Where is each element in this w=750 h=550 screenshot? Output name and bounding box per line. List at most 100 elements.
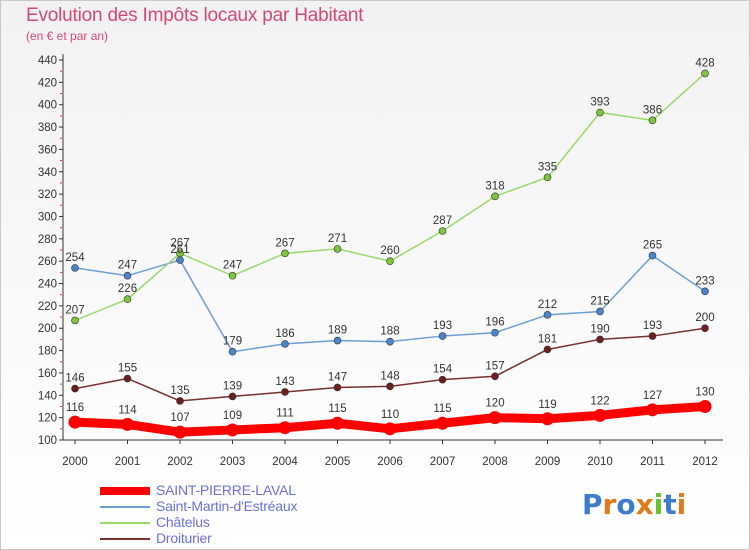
data-point [71,264,79,272]
x-tick-label: 2012 [692,456,718,468]
data-point [123,295,132,303]
data-point [333,245,342,253]
data-point [121,417,134,431]
data-label: 196 [485,317,504,329]
y-tick-label: 260 [38,256,57,268]
data-label: 157 [485,360,504,372]
data-label: 189 [328,325,347,337]
data-label: 247 [223,260,242,272]
logo-letter: i [676,488,687,521]
x-tick-label: 2002 [167,456,193,468]
data-label: 147 [328,371,347,383]
y-tick-label: 100 [38,435,57,447]
data-point [543,173,552,182]
chart-title: Evolution des Impôts locaux par Habitant [26,5,364,26]
y-tick-label: 340 [38,167,57,179]
x-tick-label: 2007 [430,456,456,468]
legend-swatch [100,538,150,540]
data-point [438,375,447,384]
data-label: 186 [275,328,294,340]
data-point [436,416,449,430]
data-point [281,249,289,258]
y-tick-label: 440 [38,55,57,67]
data-point [648,332,657,340]
x-tick-label: 2000 [62,456,88,468]
data-label: 226 [118,283,137,295]
data-point [278,421,292,435]
data-point [438,332,447,340]
data-point [543,311,552,319]
data-label: 155 [118,363,137,375]
data-point [648,251,657,260]
data-point [386,337,394,346]
x-tick-label: 2004 [272,456,298,468]
chart-subtitle: (en € et par an) [26,29,109,43]
data-label: 115 [433,403,451,415]
y-tick-label: 420 [38,77,57,89]
data-point [176,256,184,264]
data-point [386,382,394,391]
data-label: 188 [380,326,399,338]
x-tick-label: 2008 [482,456,508,468]
data-label: 116 [66,402,84,414]
logo-letter: r [602,488,617,521]
y-tick-label: 200 [38,323,57,335]
x-tick-label: 2010 [587,456,613,468]
data-label: 154 [433,364,453,376]
legend-swatch [100,487,150,495]
data-point [596,335,604,344]
legend-label: Châtelus [156,514,210,530]
data-point [491,328,499,337]
data-label: 265 [643,240,662,252]
legend-swatch [100,506,150,508]
data-label: 139 [223,380,242,392]
data-label: 207 [65,304,84,316]
data-point [701,324,709,333]
y-tick-label: 300 [38,211,57,223]
data-label: 146 [65,373,84,385]
data-point [596,307,604,316]
y-tick-label: 140 [38,390,57,402]
data-label: 200 [695,312,714,324]
data-point [281,340,289,348]
data-point [386,257,394,265]
data-point [701,69,709,78]
legend-swatch [100,522,150,524]
data-point [228,271,237,280]
data-label: 261 [170,244,189,256]
data-label: 179 [223,336,242,348]
data-label: 318 [485,180,504,192]
data-label: 114 [118,404,137,416]
data-point [333,336,342,345]
data-label: 135 [170,385,189,397]
logo-letter: x [635,488,654,521]
x-tick-label: 2005 [325,456,351,468]
proxiti-logo: Proxiti [582,488,686,521]
data-label: 271 [328,233,347,245]
data-label: 386 [643,104,662,116]
legend-label: Droiturier [156,530,212,546]
data-point [646,403,659,417]
data-label: 267 [170,237,189,249]
x-tick-label: 2001 [115,456,141,468]
data-label: 254 [65,252,85,264]
data-label: 110 [381,409,399,421]
data-point [281,388,289,396]
y-tick-label: 180 [38,346,57,358]
data-point [491,372,499,381]
data-point [333,383,342,392]
data-label: 393 [590,97,609,109]
data-point [593,408,607,422]
data-point [176,397,184,405]
y-tick-label: 160 [38,368,57,380]
data-label: 115 [328,403,346,415]
data-label: 233 [695,275,714,287]
series-line [74,72,706,322]
logo-letter: P [582,488,603,521]
data-label: 109 [223,410,242,422]
data-point [491,192,499,201]
data-point [123,271,132,280]
data-label: 193 [433,320,452,332]
data-label: 181 [538,333,557,345]
